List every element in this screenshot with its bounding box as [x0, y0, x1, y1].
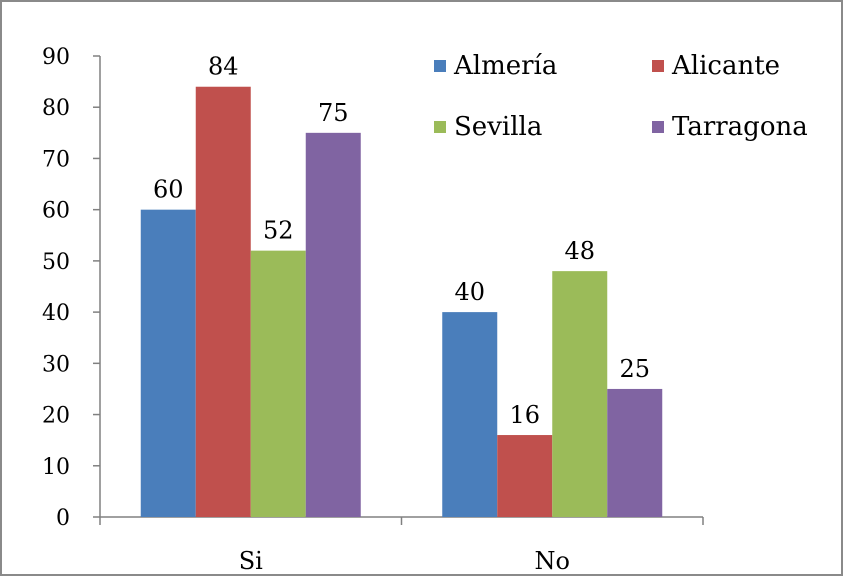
y-tick-label: 30	[42, 352, 70, 377]
legend-label: Almería	[453, 51, 557, 81]
x-category-label: Si	[239, 547, 263, 575]
legend-swatch	[652, 121, 664, 133]
x-category-label: No	[535, 547, 570, 575]
bar	[250, 250, 306, 517]
bar	[140, 209, 196, 517]
data-label: 75	[318, 99, 349, 127]
legend-label: Alicante	[671, 51, 780, 81]
y-tick-label: 0	[56, 506, 70, 531]
bar	[552, 271, 608, 517]
data-label: 40	[454, 278, 485, 306]
bar	[607, 388, 663, 517]
data-label: 60	[153, 176, 184, 204]
data-label: 48	[564, 237, 595, 265]
bar	[195, 86, 251, 517]
legend-swatch	[434, 121, 446, 133]
bar	[497, 435, 553, 517]
y-tick-label: 70	[42, 147, 70, 172]
y-tick-label: 80	[42, 96, 70, 121]
legend-swatch	[434, 60, 446, 72]
legend: Almería Alicante Sevilla Tarragona	[434, 51, 808, 142]
y-tick-label: 10	[42, 455, 70, 480]
y-tick-label: 50	[42, 250, 70, 275]
bar	[442, 312, 498, 517]
data-label: 52	[263, 217, 294, 245]
y-tick-label: 20	[42, 404, 70, 429]
data-label: 16	[509, 401, 540, 429]
data-label: 25	[619, 355, 650, 383]
legend-label: Tarragona	[672, 112, 808, 142]
y-tick-label: 90	[42, 45, 70, 70]
legend-label: Sevilla	[454, 112, 542, 142]
y-tick-label: 60	[42, 199, 70, 224]
bar	[305, 132, 361, 518]
data-label: 84	[208, 53, 239, 81]
legend-swatch	[652, 60, 664, 72]
plot-area: 0 10 20 30 40 50 60 70 80 90 60 84 52 75 Si 40 16 48 25 No	[42, 45, 704, 575]
y-tick-label: 40	[42, 301, 70, 326]
